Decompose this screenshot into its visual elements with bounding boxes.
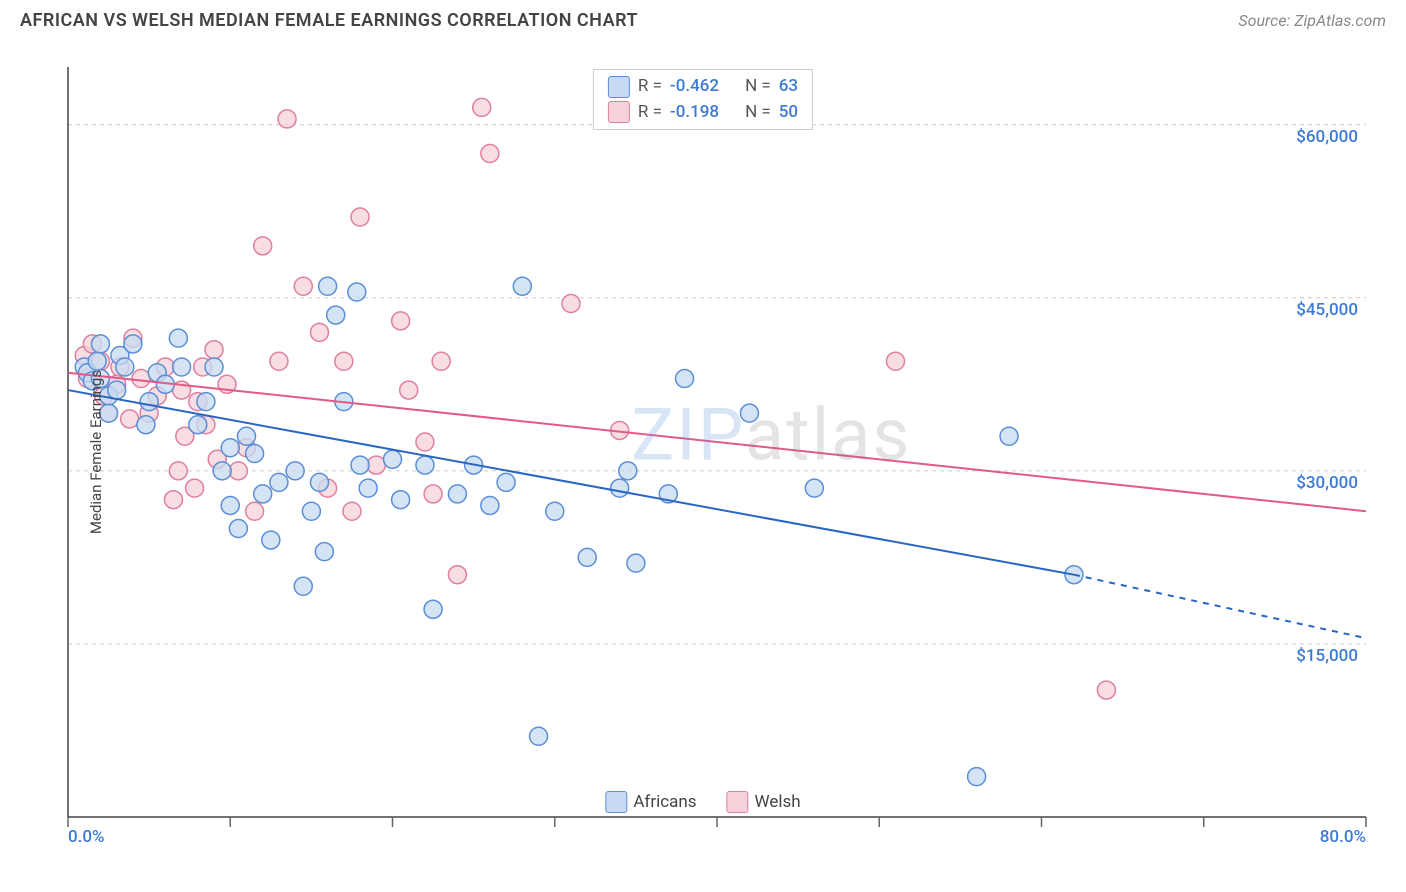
n-label: N = [745,74,771,100]
r-label: R = [638,74,662,100]
chart-title: AFRICAN VS WELSH MEDIAN FEMALE EARNINGS … [20,10,638,31]
y-axis-label: Median Female Earnings [87,370,105,534]
n-value-welsh: 50 [779,100,798,126]
scatter-chart [20,37,1386,867]
y-tick-label: $60,000 [1296,127,1358,147]
legend-label-africans: Africans [633,792,696,812]
y-tick-label: $30,000 [1296,473,1358,493]
legend-entry-welsh: Welsh [727,791,801,813]
n-value-africans: 63 [779,74,798,100]
chart-container: Median Female Earnings ZIPatlas R = -0.4… [20,37,1386,867]
series-legend: Africans Welsh [605,791,800,813]
r-value-welsh: -0.198 [670,100,719,126]
swatch-welsh-icon [608,101,630,123]
y-tick-label: $15,000 [1296,646,1358,666]
swatch-africans-icon [605,791,627,813]
r-label: R = [638,100,662,126]
legend-label-welsh: Welsh [755,792,801,812]
n-label: N = [745,100,771,126]
x-max-label: 80.0% [1320,827,1366,847]
x-axis-labels: 0.0% 80.0% [68,827,1366,847]
header-row: AFRICAN VS WELSH MEDIAN FEMALE EARNINGS … [0,0,1406,37]
stats-row-welsh: R = -0.198 N = 50 [608,100,798,126]
y-tick-label: $45,000 [1296,300,1358,320]
source-attribution: Source: ZipAtlas.com [1238,11,1386,30]
x-min-label: 0.0% [68,827,105,847]
stats-row-africans: R = -0.462 N = 63 [608,74,798,100]
swatch-africans-icon [608,76,630,98]
r-value-africans: -0.462 [670,74,719,100]
stats-legend: R = -0.462 N = 63 R = -0.198 N = 50 [593,69,813,130]
swatch-welsh-icon [727,791,749,813]
legend-entry-africans: Africans [605,791,696,813]
